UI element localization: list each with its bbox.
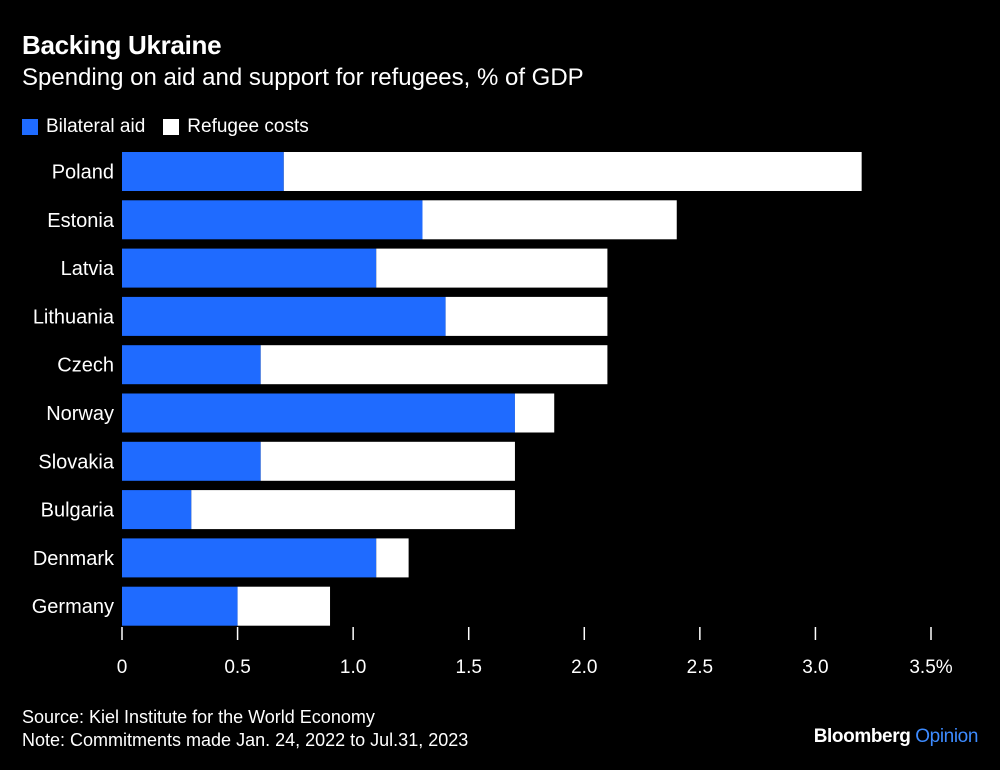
category-label-poland: Poland: [52, 162, 114, 184]
bar-czech-bilateral-aid: [122, 345, 261, 385]
x-tick-label: 0: [117, 657, 128, 678]
bloomberg-opinion-logo: Bloomberg Opinion: [813, 726, 979, 748]
legend-item-refugee-costs: Refugee costs: [163, 116, 309, 138]
x-tick-label: 2.0: [571, 657, 597, 678]
bar-bulgaria-refugee-costs: [191, 490, 515, 530]
category-label-denmark: Denmark: [33, 548, 115, 570]
category-label-norway: Norway: [46, 403, 114, 425]
commitments-note: Note: Commitments made Jan. 24, 2022 to …: [22, 730, 469, 750]
bar-poland-refugee-costs: [283, 152, 862, 191]
bar-norway-bilateral-aid: [122, 393, 515, 433]
bar-germany-bilateral-aid: [122, 586, 238, 626]
category-label-czech: Czech: [57, 355, 114, 377]
footer: Source: Kiel Institute for the World Eco…: [22, 706, 468, 752]
category-label-germany: Germany: [32, 596, 114, 618]
bar-lithuania-bilateral-aid: [122, 296, 446, 336]
legend: Bilateral aid Refugee costs: [22, 116, 327, 138]
chart-title: Backing Ukraine: [22, 30, 222, 60]
bar-slovakia-bilateral-aid: [122, 441, 261, 481]
bar-bulgaria-bilateral-aid: [122, 490, 192, 530]
legend-swatch-refugee-costs: [163, 119, 180, 135]
bar-lithuania-refugee-costs: [445, 296, 608, 336]
x-tick-label: 1.0: [340, 657, 366, 678]
category-label-bulgaria: Bulgaria: [41, 500, 115, 522]
bar-czech-refugee-costs: [260, 345, 608, 385]
bar-estonia-refugee-costs: [422, 200, 677, 240]
bar-latvia-bilateral-aid: [122, 248, 377, 288]
chart-subtitle: Spending on aid and support for refugees…: [22, 64, 584, 91]
category-label-lithuania: Lithuania: [33, 306, 115, 328]
x-tick-label: 3.0: [802, 657, 828, 678]
bar-estonia-bilateral-aid: [122, 200, 423, 240]
x-tick-label: 0.5: [224, 657, 250, 678]
legend-label-refugee-costs: Refugee costs: [187, 116, 309, 137]
bar-poland-bilateral-aid: [122, 152, 284, 191]
source-note: Source: Kiel Institute for the World Eco…: [22, 707, 375, 727]
x-tick-label: 3.5%: [909, 657, 952, 678]
x-tick-label: 2.5: [687, 657, 713, 678]
category-label-latvia: Latvia: [61, 258, 115, 280]
legend-item-bilateral-aid: Bilateral aid: [22, 116, 145, 138]
legend-swatch-bilateral-aid: [22, 119, 38, 135]
category-label-estonia: Estonia: [47, 210, 115, 232]
legend-label-bilateral-aid: Bilateral aid: [46, 116, 146, 137]
bar-norway-refugee-costs: [514, 393, 555, 433]
bar-latvia-refugee-costs: [376, 248, 608, 288]
bar-denmark-refugee-costs: [376, 538, 409, 578]
bar-denmark-bilateral-aid: [122, 538, 377, 578]
category-label-slovakia: Slovakia: [38, 451, 114, 473]
brand-name: Bloomberg: [813, 726, 911, 747]
brand-suffix: Opinion: [915, 726, 978, 747]
x-tick-label: 1.5: [456, 657, 482, 678]
bar-slovakia-refugee-costs: [260, 441, 515, 481]
bar-germany-refugee-costs: [237, 586, 331, 626]
